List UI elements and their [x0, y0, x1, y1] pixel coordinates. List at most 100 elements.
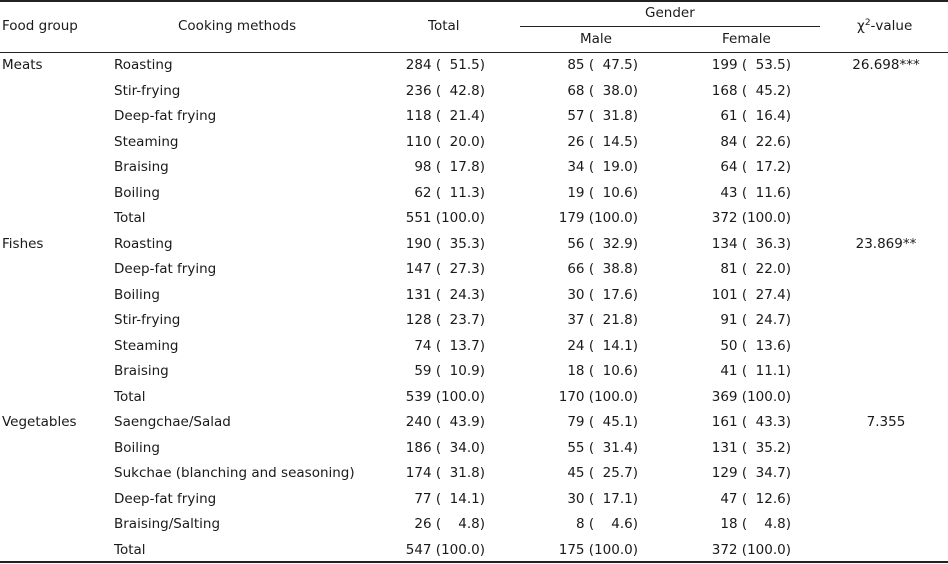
chi-power: 2: [864, 18, 871, 28]
cell-method: Boiling: [114, 287, 160, 303]
cell-chi-value: 7.355: [866, 414, 906, 430]
header-chi-value: χ2-value: [857, 18, 912, 34]
cell-total: 539 (100.0): [405, 389, 485, 405]
cell-total: 284 ( 51.5): [405, 57, 485, 73]
cell-chi-value: 26.698***: [852, 57, 920, 73]
cell-female: 84 ( 22.6): [720, 134, 791, 150]
cell-method: Braising: [114, 159, 169, 175]
cell-female: 64 ( 17.2): [720, 159, 791, 175]
cell-male: 175 (100.0): [558, 542, 638, 558]
cell-method: Stir-frying: [114, 312, 181, 328]
table-top-rule: [0, 0, 948, 2]
gender-underline: [520, 26, 820, 27]
cell-male: 26 ( 14.5): [567, 134, 638, 150]
cell-total: 98 ( 17.8): [414, 159, 485, 175]
cell-male: 24 ( 14.1): [567, 338, 638, 354]
cell-female: 161 ( 43.3): [711, 414, 791, 430]
cell-total: 74 ( 13.7): [414, 338, 485, 354]
cell-method: Total: [114, 389, 146, 405]
cell-total: 110 ( 20.0): [405, 134, 485, 150]
cell-male: 79 ( 45.1): [567, 414, 638, 430]
cell-male: 8 ( 4.6): [575, 516, 638, 532]
cell-female: 43 ( 11.6): [720, 185, 791, 201]
cell-male: 68 ( 38.0): [567, 83, 638, 99]
cell-total: 26 ( 4.8): [414, 516, 485, 532]
cell-food-group: Meats: [2, 57, 43, 73]
cell-male: 55 ( 31.4): [567, 440, 638, 456]
header-male: Male: [580, 31, 612, 47]
cell-female: 18 ( 4.8): [720, 516, 791, 532]
cell-female: 81 ( 22.0): [720, 261, 791, 277]
cell-total: 131 ( 24.3): [405, 287, 485, 303]
cell-male: 45 ( 25.7): [567, 465, 638, 481]
cell-total: 77 ( 14.1): [414, 491, 485, 507]
table-bottom-rule: [0, 561, 948, 563]
cell-female: 168 ( 45.2): [711, 83, 791, 99]
cell-male: 179 (100.0): [558, 210, 638, 226]
cell-male: 37 ( 21.8): [567, 312, 638, 328]
cell-method: Braising/Salting: [114, 516, 221, 532]
cell-female: 369 (100.0): [711, 389, 791, 405]
cell-male: 170 (100.0): [558, 389, 638, 405]
cell-method: Deep-fat frying: [114, 108, 217, 124]
cell-total: 547 (100.0): [405, 542, 485, 558]
cell-female: 199 ( 53.5): [711, 57, 791, 73]
cell-chi-value: 23.869**: [855, 236, 917, 252]
cell-method: Boiling: [114, 185, 160, 201]
cell-male: 18 ( 10.6): [567, 363, 638, 379]
cell-method: Deep-fat frying: [114, 261, 217, 277]
cell-female: 131 ( 35.2): [711, 440, 791, 456]
cell-female: 41 ( 11.1): [720, 363, 791, 379]
cell-male: 19 ( 10.6): [567, 185, 638, 201]
cell-total: 147 ( 27.3): [405, 261, 485, 277]
cell-method: Sukchae (blanching and seasoning): [114, 465, 355, 481]
cell-female: 372 (100.0): [711, 210, 791, 226]
cell-total: 118 ( 21.4): [405, 108, 485, 124]
header-total: Total: [428, 18, 460, 34]
cell-female: 61 ( 16.4): [720, 108, 791, 124]
cell-male: 85 ( 47.5): [567, 57, 638, 73]
cell-female: 372 (100.0): [711, 542, 791, 558]
cell-method: Boiling: [114, 440, 160, 456]
cell-male: 30 ( 17.1): [567, 491, 638, 507]
cell-food-group: Fishes: [2, 236, 44, 252]
header-cooking-methods: Cooking methods: [178, 18, 297, 34]
chi-symbol: χ: [857, 18, 865, 34]
cell-method: Deep-fat frying: [114, 491, 217, 507]
cell-total: 551 (100.0): [405, 210, 485, 226]
cell-method: Steaming: [114, 338, 179, 354]
cell-method: Stir-frying: [114, 83, 181, 99]
cell-female: 50 ( 13.6): [720, 338, 791, 354]
cell-total: 236 ( 42.8): [405, 83, 485, 99]
cell-total: 186 ( 34.0): [405, 440, 485, 456]
cell-method: Braising: [114, 363, 169, 379]
cell-female: 47 ( 12.6): [720, 491, 791, 507]
cell-total: 174 ( 31.8): [405, 465, 485, 481]
cell-method: Roasting: [114, 57, 173, 73]
header-bottom-rule: [0, 52, 948, 53]
cell-male: 57 ( 31.8): [567, 108, 638, 124]
cell-male: 30 ( 17.6): [567, 287, 638, 303]
header-gender: Gender: [645, 5, 695, 21]
cell-method: Saengchae/Salad: [114, 414, 231, 430]
cell-male: 34 ( 19.0): [567, 159, 638, 175]
cell-total: 240 ( 43.9): [405, 414, 485, 430]
cell-method: Roasting: [114, 236, 173, 252]
cell-method: Steaming: [114, 134, 179, 150]
cell-total: 190 ( 35.3): [405, 236, 485, 252]
cell-food-group: Vegetables: [2, 414, 77, 430]
cell-total: 59 ( 10.9): [414, 363, 485, 379]
cell-female: 134 ( 36.3): [711, 236, 791, 252]
cell-method: Total: [114, 210, 146, 226]
chi-suffix: -value: [870, 18, 913, 34]
cell-female: 91 ( 24.7): [720, 312, 791, 328]
header-female: Female: [722, 31, 771, 47]
cell-female: 129 ( 34.7): [711, 465, 791, 481]
cell-male: 66 ( 38.8): [567, 261, 638, 277]
cell-male: 56 ( 32.9): [567, 236, 638, 252]
cell-female: 101 ( 27.4): [711, 287, 791, 303]
header-food-group: Food group: [2, 18, 78, 34]
cell-total: 62 ( 11.3): [414, 185, 485, 201]
cell-method: Total: [114, 542, 146, 558]
cell-total: 128 ( 23.7): [405, 312, 485, 328]
